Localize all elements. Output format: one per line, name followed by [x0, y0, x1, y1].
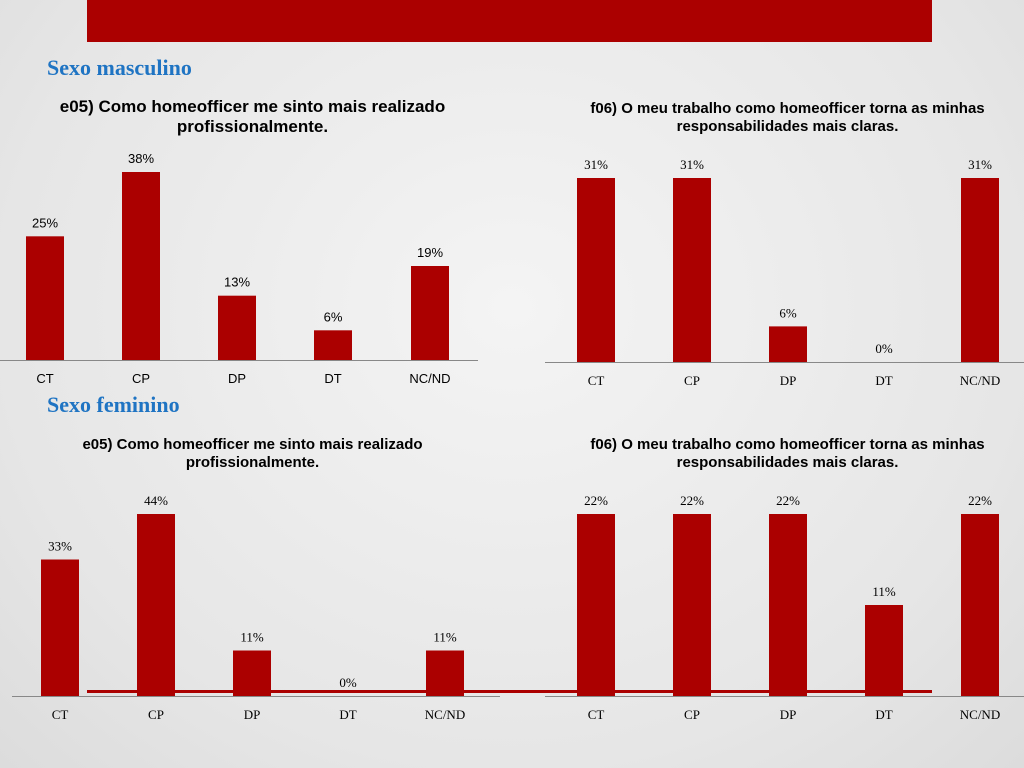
- bar-dp: [769, 326, 807, 362]
- bar-ct: [577, 514, 615, 696]
- data-label: 11%: [240, 630, 264, 645]
- bottom-rule: [87, 690, 932, 693]
- bar-ct: [577, 178, 615, 362]
- chart-title-male-e05: e05) Como homeofficer me sinto mais real…: [59, 97, 446, 137]
- category-tick-label: NC/ND: [960, 707, 1000, 722]
- category-tick-label: DP: [780, 707, 797, 722]
- bar-chart-male-e05: 25% CT 38% CP 13% DP 6% DT 19% NC/ND: [0, 151, 478, 386]
- data-label: 6%: [324, 309, 343, 324]
- bar-ct: [41, 559, 79, 696]
- bar-dt: [865, 605, 903, 696]
- category-tick-label: NC/ND: [960, 373, 1000, 388]
- bar-chart-female-f06: 22% CT 22% CP 22% DP 11% DT 22% NC/ND: [545, 493, 1024, 722]
- category-tick-label: DT: [875, 373, 892, 388]
- category-tick-label: NC/ND: [409, 371, 450, 386]
- bar-cp: [122, 172, 160, 360]
- data-label: 22%: [776, 493, 800, 508]
- data-label: 22%: [680, 493, 704, 508]
- bar-dp: [218, 295, 256, 360]
- data-label: 6%: [779, 305, 797, 320]
- bar-nc-nd: [411, 266, 449, 360]
- bar-chart-male-f06: 31% CT 31% CP 6% DP 0% DT 31% NC/ND: [545, 157, 1024, 388]
- chart-title-female-f06: f06) O meu trabalho como homeofficer tor…: [590, 436, 985, 471]
- data-label: 31%: [584, 157, 608, 172]
- section-title-masculino: Sexo masculino: [47, 55, 192, 80]
- data-label: 0%: [875, 341, 893, 356]
- bar-dp: [769, 514, 807, 696]
- data-label: 0%: [339, 675, 357, 690]
- bar-ct: [26, 236, 64, 360]
- category-tick-label: CP: [148, 707, 164, 722]
- category-tick-label: CT: [36, 371, 53, 386]
- category-tick-label: CP: [684, 373, 700, 388]
- category-tick-label: DT: [339, 707, 356, 722]
- data-label: 31%: [968, 157, 992, 172]
- bar-nc-nd: [961, 178, 999, 362]
- bar-dp: [233, 650, 271, 696]
- category-tick-label: CT: [588, 707, 605, 722]
- category-tick-label: CT: [588, 373, 605, 388]
- bar-cp: [673, 514, 711, 696]
- category-tick-label: DP: [244, 707, 261, 722]
- category-tick-label: CP: [684, 707, 700, 722]
- data-label: 33%: [48, 539, 72, 554]
- chart-title-male-f06: f06) O meu trabalho como homeofficer tor…: [590, 100, 985, 135]
- data-label: 25%: [32, 215, 58, 230]
- bar-nc-nd: [426, 650, 464, 696]
- bar-chart-female-e05: 33% CT 44% CP 11% DP 0% DT 11% NC/ND: [12, 493, 500, 722]
- data-label: 44%: [144, 493, 168, 508]
- data-label: 38%: [128, 151, 154, 166]
- bar-dt: [314, 330, 352, 360]
- data-label: 22%: [584, 493, 608, 508]
- category-tick-label: DP: [228, 371, 246, 386]
- bar-cp: [673, 178, 711, 362]
- data-label: 11%: [433, 630, 457, 645]
- top-banner: [87, 0, 932, 42]
- data-label: 13%: [224, 275, 250, 290]
- bar-nc-nd: [961, 514, 999, 696]
- section-title-feminino: Sexo feminino: [47, 392, 180, 417]
- category-tick-label: CP: [132, 371, 150, 386]
- category-tick-label: DP: [780, 373, 797, 388]
- chart-title-female-e05: e05) Como homeofficer me sinto mais real…: [82, 436, 423, 471]
- category-tick-label: DT: [875, 707, 892, 722]
- category-tick-label: DT: [324, 371, 341, 386]
- bar-cp: [137, 514, 175, 696]
- category-tick-label: NC/ND: [425, 707, 465, 722]
- data-label: 11%: [872, 584, 896, 599]
- data-label: 31%: [680, 157, 704, 172]
- data-label: 19%: [417, 245, 443, 260]
- data-label: 22%: [968, 493, 992, 508]
- category-tick-label: CT: [52, 707, 69, 722]
